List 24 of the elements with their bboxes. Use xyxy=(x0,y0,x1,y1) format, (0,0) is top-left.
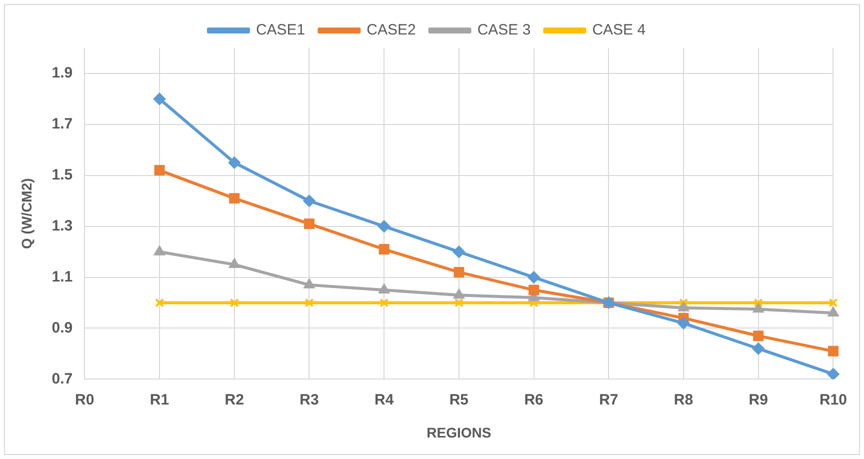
x-tick-label: R0 xyxy=(75,391,94,408)
x-tick-label: R8 xyxy=(674,391,694,408)
x-tick-label: R3 xyxy=(300,391,319,408)
y-tick-label: 0.9 xyxy=(52,319,73,336)
x-tick-label: R5 xyxy=(449,391,469,408)
y-tick-label: 1.9 xyxy=(52,64,73,82)
x-tick-label: R7 xyxy=(599,391,618,408)
legend-label: CASE 4 xyxy=(592,22,646,39)
x-tick-label: R10 xyxy=(819,391,848,408)
y-axis-title: Q (W/CM2) xyxy=(18,178,34,249)
x-tick-label: R2 xyxy=(224,391,244,408)
x-tick-label: R9 xyxy=(748,391,768,408)
y-tick-label: 1.1 xyxy=(52,268,73,286)
x-tick-label: R4 xyxy=(374,391,394,408)
legend-label: CASE2 xyxy=(366,22,416,39)
x-tick-label: R1 xyxy=(150,391,170,408)
x-axis-title: REGIONS xyxy=(426,424,492,440)
x-tick-label: R6 xyxy=(524,391,544,408)
legend-label: CASE 3 xyxy=(477,22,531,39)
y-tick-label: 1.5 xyxy=(52,166,73,184)
y-tick-label: 0.7 xyxy=(52,370,73,388)
y-tick-label: 1.7 xyxy=(52,116,73,133)
y-tick-label: 1.3 xyxy=(52,217,73,234)
legend-label: CASE1 xyxy=(256,22,306,39)
